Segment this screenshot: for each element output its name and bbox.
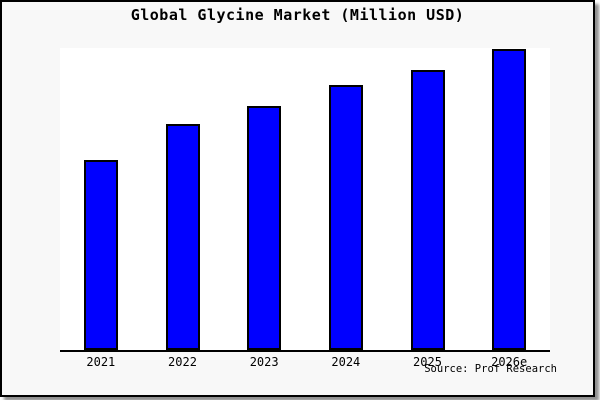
x-axis-label-2021: 2021 (86, 355, 116, 369)
bar-2023 (247, 106, 281, 350)
bar-2021 (84, 160, 118, 350)
x-axis-labels: 2021 2022 2023 2024 2025 2026e (60, 352, 550, 370)
x-axis-label-2022: 2022 (168, 355, 197, 369)
source-credit: Source: Prof Research (424, 363, 557, 375)
chart-title: Global Glycine Market (Million USD) (130, 6, 465, 24)
x-axis-label-2026e: 2026e (491, 355, 528, 369)
plot-area (60, 48, 550, 352)
x-axis-label-2024: 2024 (331, 355, 361, 369)
x-axis-label-2023: 2023 (249, 355, 279, 369)
bar-2025 (411, 70, 445, 350)
x-axis-label-2025: 2025 (413, 355, 442, 369)
bar-2022 (166, 124, 200, 350)
bar-2024 (329, 85, 363, 350)
bar-2026e (492, 49, 526, 350)
